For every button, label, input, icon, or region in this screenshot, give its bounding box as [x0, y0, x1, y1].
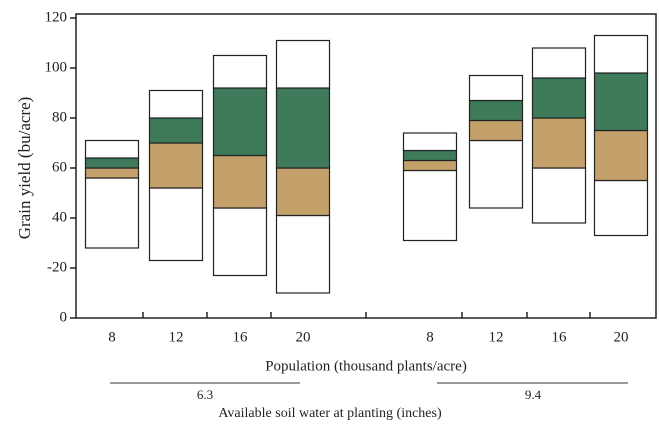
bar-segment [593, 129, 649, 182]
bar-segment [84, 167, 140, 179]
x-tick-label: 20 [296, 329, 311, 345]
bar-segment [402, 149, 458, 162]
bar-segment [531, 167, 587, 224]
bar-segment [275, 87, 331, 169]
y-tick-label: 60 [52, 159, 67, 175]
bar-segment [531, 77, 587, 119]
bar-segment [402, 159, 458, 172]
y-axis-label: Grain yield (bu/acre) [15, 97, 34, 240]
x-tick-label: 8 [108, 329, 116, 345]
y-tick-label: 40 [52, 209, 67, 225]
bar-segment [84, 139, 140, 159]
bar-segment [468, 74, 524, 102]
x-tick-label: 16 [233, 329, 249, 345]
bar-segment [148, 187, 204, 262]
bar-segment [531, 117, 587, 169]
y-tick-label: 120 [45, 9, 68, 25]
bar-segment [148, 117, 204, 144]
bar-segment [275, 214, 331, 294]
bar-segment [593, 72, 649, 132]
bar-segment [468, 99, 524, 122]
bar-segment [402, 132, 458, 152]
bar-segment [275, 39, 331, 89]
x-tick-label: 12 [169, 329, 184, 345]
y-tick-label: -20 [47, 259, 67, 275]
group-axis-label: Available soil water at planting (inches… [218, 406, 442, 421]
bar-segment [275, 167, 331, 217]
bar-segment [84, 177, 140, 249]
x-tick-label: 20 [614, 329, 629, 345]
x-axis-label: Population (thousand plants/acre) [265, 358, 467, 374]
x-tick-label: 8 [426, 329, 434, 345]
bar-segment [212, 54, 268, 89]
x-tick-label: 12 [489, 329, 504, 345]
x-tick-label: 16 [552, 329, 568, 345]
bar-segment [531, 47, 587, 79]
y-tick-label: 0 [60, 309, 68, 325]
bar-segment [402, 169, 458, 242]
bar-segment [212, 87, 268, 157]
group-label: 9.4 [525, 387, 542, 402]
bar-segment [212, 154, 268, 209]
y-tick-label: 100 [45, 59, 68, 75]
y-tick-label: 80 [52, 109, 67, 125]
bar-segment [148, 142, 204, 189]
bar-segment [84, 157, 140, 169]
bar-segment [212, 207, 268, 277]
bar-segment [593, 34, 649, 74]
bar-segment [468, 119, 524, 142]
group-label: 6.3 [197, 387, 213, 402]
bar-segment [468, 139, 524, 209]
bar-segment [148, 89, 204, 119]
bar-segment [593, 179, 649, 237]
